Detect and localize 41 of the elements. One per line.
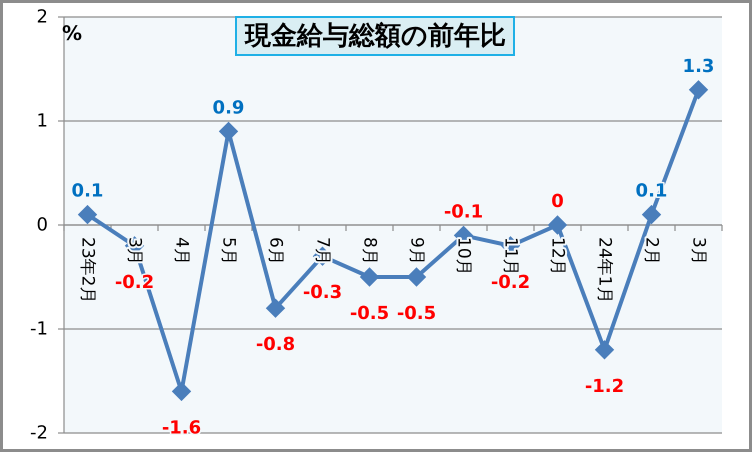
chart-title: 現金給与総額の前年比 xyxy=(244,21,506,51)
point xyxy=(172,382,191,401)
x-tick-label: 3月 xyxy=(688,237,708,265)
x-tick-label: 24年1月 xyxy=(594,237,614,304)
point xyxy=(219,122,238,141)
point xyxy=(548,216,567,234)
y-tick-label: 2 xyxy=(36,6,48,28)
x-tick-label: 12月 xyxy=(548,237,568,276)
point xyxy=(266,298,285,318)
data-label: 0.9 xyxy=(212,97,244,118)
x-tick-label: 9月 xyxy=(406,237,426,265)
y-tick-label: 1 xyxy=(36,110,48,132)
data-label: -0.8 xyxy=(256,334,296,356)
point xyxy=(78,205,97,224)
data-label: 0.1 xyxy=(72,180,104,202)
x-tick-label: 6月 xyxy=(266,237,286,265)
x-tick-label: 2月 xyxy=(642,237,662,265)
data-label: -1.6 xyxy=(162,417,202,438)
x-tick-label: 7月 xyxy=(312,237,332,265)
data-label: 0 xyxy=(551,191,564,212)
data-label: -0.3 xyxy=(302,282,342,304)
data-label: -0.5 xyxy=(350,303,390,324)
y-tick-label: 0 xyxy=(36,214,48,236)
point xyxy=(642,205,661,224)
x-tick-label: 10月 xyxy=(454,237,474,276)
x-tick-label: 5月 xyxy=(218,237,238,265)
data-label: 1.3 xyxy=(682,56,714,77)
point xyxy=(360,268,379,286)
x-tick-label: 23年2月 xyxy=(78,237,98,304)
x-tick-label: 4月 xyxy=(172,237,192,265)
point xyxy=(407,268,426,286)
point xyxy=(689,80,708,100)
data-label: -1.2 xyxy=(584,376,624,397)
y-tick-label: -2 xyxy=(30,422,48,444)
x-tick-label: 8月 xyxy=(360,237,380,265)
y-axis-title: % xyxy=(62,21,82,45)
data-label: -0.1 xyxy=(444,201,484,222)
y-tick-label: -1 xyxy=(30,318,48,340)
point xyxy=(595,340,614,360)
x-tick-label: 3月 xyxy=(124,237,144,265)
data-label: -0.5 xyxy=(396,303,436,324)
